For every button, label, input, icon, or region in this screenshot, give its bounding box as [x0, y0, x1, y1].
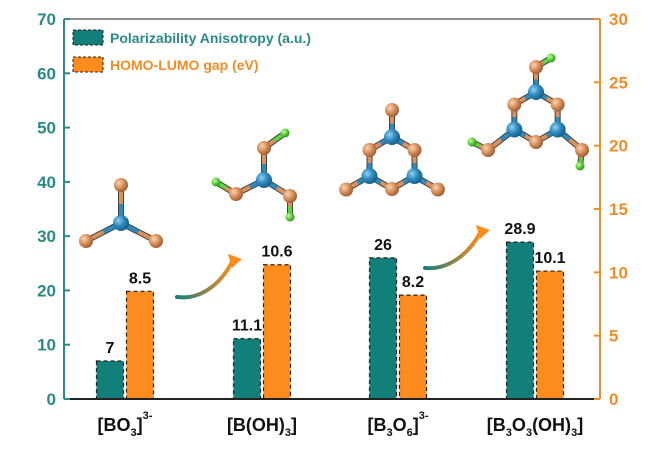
- oxygen-atom: [575, 143, 589, 157]
- legend: Polarizability Anisotropy (a.u.) HOMO-LU…: [72, 29, 311, 73]
- y-tick-label-right: 10: [609, 263, 628, 282]
- data-labels: 7 11.1 26 28.9 8.5 10.6 8.2 10.1: [106, 221, 566, 357]
- y-tick-label-left: 70: [37, 10, 56, 29]
- y-tick-label-left: 40: [37, 173, 56, 192]
- boron-atom: [406, 168, 423, 184]
- bar-gap: [535, 270, 565, 400]
- curved-arrow: [175, 254, 242, 300]
- y-tick-label-right: 25: [609, 73, 628, 92]
- y-tick-label-left: 50: [37, 119, 56, 138]
- bar-gap: [398, 294, 428, 400]
- boron-atom: [528, 84, 544, 100]
- data-label: 11.1: [232, 318, 262, 335]
- oxygen-atom: [407, 143, 422, 157]
- oxygen-atom: [430, 182, 445, 197]
- x-tick-label: [B3O3(OH)3]: [487, 415, 583, 439]
- bar-polarizability: [368, 257, 398, 400]
- curved-arrow: [423, 225, 490, 271]
- molecule-bo3: [79, 178, 163, 248]
- hydrogen-atom: [467, 137, 477, 147]
- hydrogen-atom: [280, 128, 290, 138]
- y-tick-label-right: 15: [609, 200, 628, 219]
- oxygen-atom: [481, 143, 495, 157]
- y-tick-label-right: 20: [609, 137, 628, 156]
- hydrogen-atom: [575, 161, 585, 171]
- oxygen-atom: [550, 97, 565, 112]
- bar-polarizability: [95, 360, 125, 400]
- hydrogen-atom: [211, 177, 221, 187]
- boron-atom: [549, 121, 566, 138]
- oxygen-atom: [529, 135, 543, 149]
- x-tick-label: [BO3]3-: [98, 410, 153, 439]
- molecule-b3o6: [339, 103, 445, 197]
- oxygen-atom: [229, 187, 243, 201]
- boron-atom: [113, 215, 129, 231]
- boron-atom: [384, 129, 400, 145]
- oxygen-atom: [79, 234, 93, 248]
- oxygen-atom: [362, 143, 377, 157]
- data-label: 28.9: [504, 221, 535, 238]
- y-tick-label-right: 5: [609, 327, 618, 346]
- hydrogen-atom: [285, 212, 295, 222]
- boron-atom: [256, 172, 272, 188]
- legend-label-polarizability: Polarizability Anisotropy (a.u.): [110, 30, 311, 46]
- legend-swatch-gap: [72, 56, 104, 73]
- oxygen-atom: [149, 234, 163, 248]
- y-tick-label-left: 60: [37, 64, 56, 83]
- bars: [95, 241, 565, 400]
- data-label: 10.1: [534, 250, 565, 267]
- y-tick-label-right: 0: [609, 390, 618, 409]
- legend-swatch-polarizability: [72, 29, 104, 46]
- y-ticks-right: 0 5 10 15 20 25 30: [594, 10, 628, 409]
- molecule-illustrations: [79, 53, 589, 248]
- boron-atom: [361, 168, 378, 184]
- bar-polarizability: [505, 241, 535, 400]
- bar-gap: [125, 290, 155, 400]
- y-tick-label-left: 30: [37, 227, 56, 246]
- y-ticks-left: 0 10 20 30 40 50 60 70: [37, 10, 70, 409]
- oxygen-atom: [385, 103, 399, 117]
- oxygen-atom: [339, 182, 354, 197]
- data-label: 8.2: [402, 274, 424, 291]
- y-tick-label-left: 10: [37, 336, 56, 355]
- y-tick-label-left: 20: [37, 281, 56, 300]
- data-label: 10.6: [261, 244, 292, 261]
- data-label: 8.5: [129, 270, 151, 287]
- oxygen-atom: [114, 178, 128, 192]
- oxygen-atom: [507, 97, 522, 112]
- boron-atom: [506, 121, 523, 138]
- bar-gap: [262, 264, 292, 400]
- arrowhead-icon: [476, 225, 490, 239]
- y-tick-label-right: 30: [609, 10, 628, 29]
- data-label: 7: [106, 340, 115, 357]
- oxygen-atom: [385, 182, 399, 196]
- arrowhead-icon: [228, 254, 242, 268]
- hydrogen-atom: [546, 53, 556, 63]
- molecule-boh3: [211, 128, 297, 222]
- molecule-b3o3oh3: [467, 53, 589, 171]
- data-label: 26: [374, 237, 392, 254]
- x-tick-label: [B3O6]3-: [367, 410, 428, 439]
- oxygen-atom: [529, 60, 543, 74]
- x-tick-label: [B(OH)3]: [227, 415, 297, 439]
- oxygen-atom: [257, 141, 271, 155]
- x-tick-labels: [BO3]3- [B(OH)3] [B3O6]3- [B3O3(OH)3]: [98, 410, 584, 439]
- bar-polarizability: [232, 338, 262, 400]
- oxygen-atom: [283, 189, 297, 203]
- y-tick-label-left: 0: [47, 390, 56, 409]
- transition-arrows: [175, 225, 490, 300]
- legend-label-gap: HOMO-LUMO gap (eV): [110, 57, 259, 73]
